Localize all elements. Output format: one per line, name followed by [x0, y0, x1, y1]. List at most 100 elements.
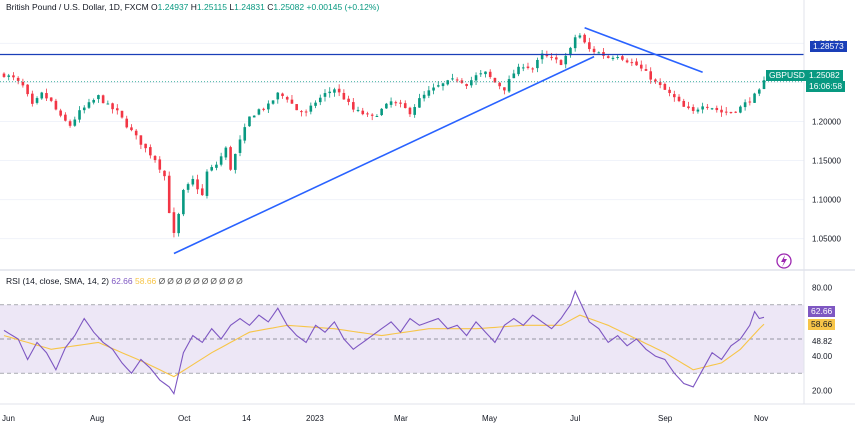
symbol-tag: GBPUSD [766, 70, 808, 81]
candle-body [639, 64, 643, 69]
candle-body [739, 106, 742, 113]
candle-body [748, 101, 752, 103]
candle-body [186, 184, 190, 190]
candle-body [290, 99, 294, 104]
candle-body [21, 81, 25, 86]
candle-body [267, 103, 270, 110]
candle-body [573, 37, 577, 49]
candle-body [399, 102, 402, 104]
rsi-tick-label: 20.00 [812, 386, 833, 395]
candle-body [366, 113, 369, 115]
open-label: O [151, 2, 158, 12]
candle-body [87, 102, 91, 108]
candle-body [441, 83, 445, 87]
candle-body [621, 56, 624, 60]
candle-body [658, 82, 662, 86]
candle-body [337, 88, 341, 93]
candle-body [635, 61, 638, 66]
candle-body [701, 106, 704, 110]
candle-body [427, 90, 431, 96]
candle-body [224, 147, 228, 158]
time-tick-label: Jun [2, 414, 15, 423]
candle-body [706, 106, 709, 108]
time-tick-label: Jul [570, 414, 580, 423]
rsi-header-sma-value: 58.66 [135, 276, 157, 286]
symbol-title: British Pound / U.S. Dollar, 1D, FXCM [6, 2, 149, 12]
candle-body [550, 56, 553, 58]
candle-body [526, 66, 530, 68]
candle-body [111, 103, 114, 110]
candle-body [588, 42, 591, 50]
candle-body [229, 147, 232, 170]
rsi-band-lines [0, 304, 804, 374]
candle-body [540, 53, 544, 60]
eye-toggle-icon[interactable]: ØØØØØØØØØØ [158, 276, 245, 286]
candle-body [295, 104, 298, 111]
rsi-label[interactable]: RSI (14, close, SMA, 14, 2) [6, 276, 109, 286]
candle-body [314, 102, 317, 106]
candle-body [507, 79, 511, 92]
candle-body [234, 153, 237, 170]
candle-body [606, 56, 610, 58]
candle-body [465, 83, 468, 87]
candle-body [68, 121, 72, 126]
candle-body [167, 175, 171, 214]
candle-body [578, 35, 582, 38]
time-tick-label: 2023 [306, 414, 324, 423]
candle-body [394, 102, 398, 104]
candle-body [172, 212, 176, 233]
candle-body [432, 87, 435, 91]
candle-body [488, 71, 492, 78]
candle-body [498, 82, 501, 87]
candle-body [569, 47, 572, 56]
hline-price-tag[interactable]: 1.28573 [810, 41, 847, 52]
candle-body [503, 87, 506, 91]
candle-body [668, 89, 671, 94]
candle-body [177, 213, 180, 234]
candle-body [724, 111, 728, 113]
candle-body [318, 97, 322, 103]
candle-body [446, 80, 450, 85]
candle-body [262, 108, 265, 110]
rsi-header-value: 62.66 [111, 276, 133, 286]
low-value: 1.24831 [234, 2, 265, 12]
candle-body [271, 100, 275, 104]
time-tick-label: Sep [658, 414, 673, 423]
candle-body [78, 110, 81, 120]
candle-body [328, 91, 332, 94]
candle-body [649, 71, 653, 80]
candle-body [92, 99, 95, 103]
candle-body [715, 107, 719, 111]
candle-body [200, 188, 204, 196]
candle-body [408, 107, 412, 115]
candle-body [300, 111, 303, 113]
candle-body [422, 94, 426, 99]
candle-body [757, 89, 761, 94]
lightning-icon[interactable] [776, 253, 792, 269]
candle-body [304, 111, 308, 113]
candle-body [144, 143, 147, 149]
trendline [584, 26, 703, 73]
candle-body [139, 135, 143, 145]
time-axis[interactable]: Jun Aug Oct 14 2023 Mar May Jul Sep Nov [0, 403, 855, 423]
candle-body [153, 156, 157, 161]
high-label: H [190, 2, 197, 12]
candle-body [16, 77, 20, 81]
trendlines[interactable] [173, 26, 703, 255]
rsi-tick-label: 40.00 [812, 352, 833, 361]
candle-body [323, 93, 327, 97]
candle-body [54, 100, 58, 110]
candle-body [35, 98, 39, 103]
rsi-header: RSI (14, close, SMA, 14, 2) 62.66 58.66 … [6, 276, 245, 286]
candle-body [59, 110, 62, 116]
candle-body [182, 189, 185, 215]
candle-body [219, 156, 223, 165]
change-value: +0.00145 (+0.12%) [306, 2, 380, 12]
last-price-tag: 1.25082 [806, 70, 843, 81]
candle-body [479, 73, 483, 75]
time-tick-label: 14 [242, 414, 251, 423]
candle-body [677, 96, 681, 102]
candle-body [375, 115, 379, 117]
